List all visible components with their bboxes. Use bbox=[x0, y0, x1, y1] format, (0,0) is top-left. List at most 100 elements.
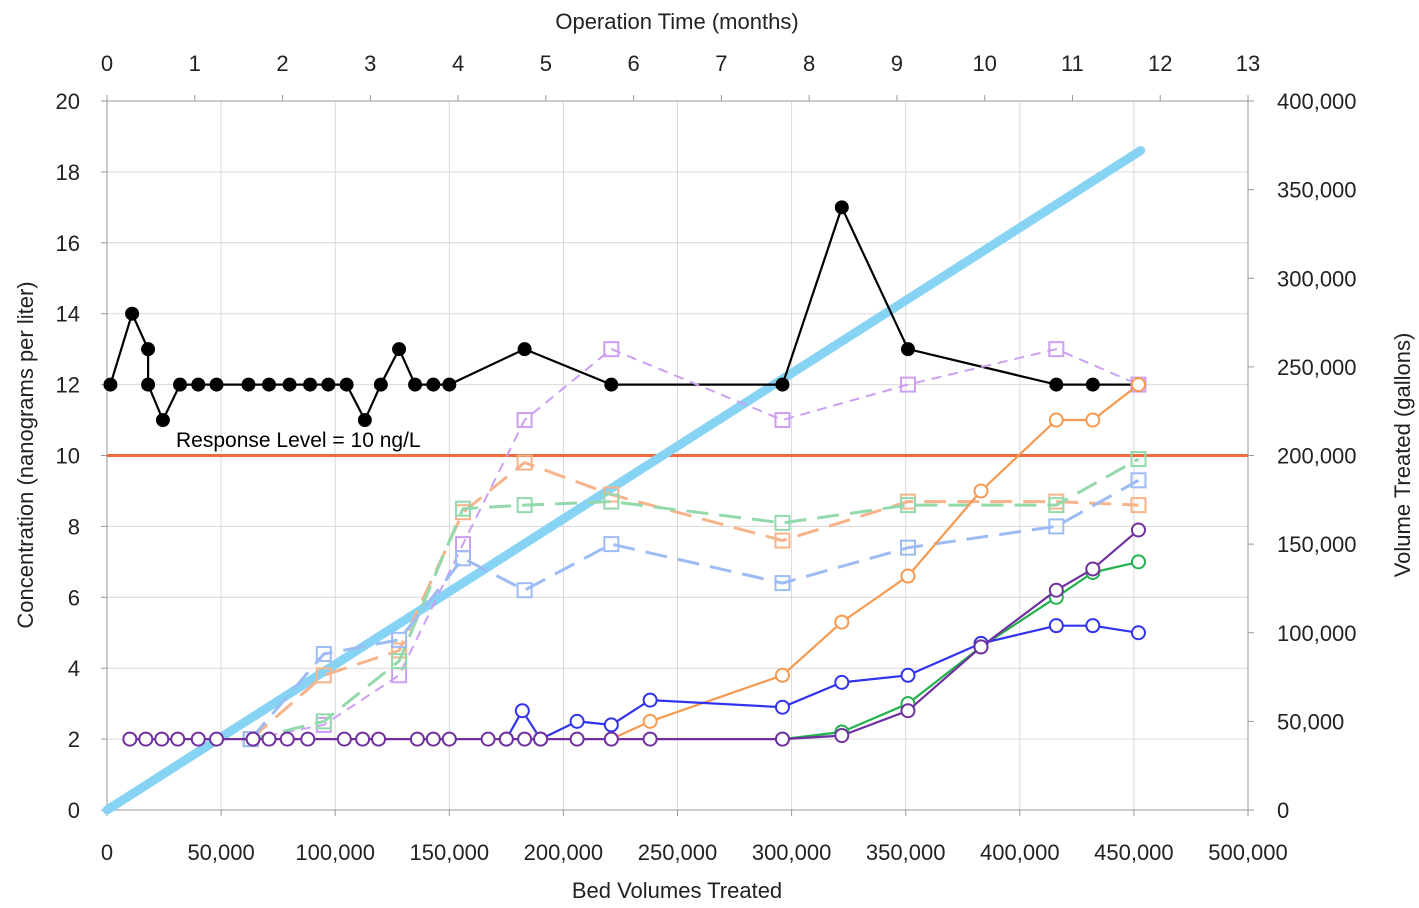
data-point bbox=[122, 731, 138, 747]
series-line bbox=[249, 461, 1139, 741]
y-tick-label: 16 bbox=[56, 231, 80, 256]
y-axis-title: Concentration (nanograms per liter) bbox=[13, 281, 38, 628]
data-point bbox=[603, 341, 620, 358]
y-tick-label: 14 bbox=[56, 302, 80, 327]
data-point bbox=[391, 631, 408, 648]
data-point bbox=[209, 731, 225, 747]
data-point bbox=[900, 703, 916, 719]
x2-tick-label: 5 bbox=[540, 51, 552, 76]
data-point bbox=[1048, 518, 1065, 535]
data-point bbox=[900, 667, 916, 683]
x2-tick-label: 10 bbox=[972, 51, 996, 76]
data-point bbox=[775, 377, 790, 392]
data-point bbox=[408, 377, 423, 392]
data-point bbox=[1048, 412, 1064, 428]
data-point bbox=[1085, 412, 1101, 428]
y-tick-label: 8 bbox=[68, 514, 80, 539]
y2-tick-label: 250,000 bbox=[1277, 355, 1357, 380]
series-1 bbox=[102, 146, 1146, 815]
data-point bbox=[569, 731, 585, 747]
series-line bbox=[782, 560, 1139, 741]
y2-tick-label: 100,000 bbox=[1277, 621, 1357, 646]
data-point bbox=[1049, 377, 1064, 392]
x-tick-label: 250,000 bbox=[638, 840, 718, 865]
data-point bbox=[900, 342, 915, 357]
x-axis-title: Bed Volumes Treated bbox=[572, 878, 782, 903]
x2-tick-label: 3 bbox=[364, 51, 376, 76]
data-point bbox=[279, 731, 295, 747]
data-point bbox=[834, 614, 850, 630]
y2-tick-label: 200,000 bbox=[1277, 444, 1357, 469]
x-tick-label: 500,000 bbox=[1208, 840, 1288, 865]
data-point bbox=[336, 731, 352, 747]
series-8 bbox=[774, 554, 1146, 747]
x2-axis-title: Operation Time (months) bbox=[555, 9, 798, 34]
x2-tick-label: 9 bbox=[891, 51, 903, 76]
data-point bbox=[321, 377, 336, 392]
x-tick-label: 350,000 bbox=[866, 840, 946, 865]
data-point bbox=[262, 377, 277, 392]
y2-tick-label: 150,000 bbox=[1277, 532, 1357, 557]
y2-tick-label: 350,000 bbox=[1277, 178, 1357, 203]
data-point bbox=[480, 731, 496, 747]
series-line bbox=[250, 457, 1140, 741]
y-tick-label: 10 bbox=[56, 444, 80, 469]
y2-tick-label: 400,000 bbox=[1277, 89, 1357, 114]
data-point bbox=[1048, 497, 1065, 514]
data-point bbox=[517, 342, 532, 357]
data-point bbox=[315, 713, 332, 730]
data-point bbox=[642, 731, 658, 747]
data-point bbox=[371, 731, 387, 747]
data-point bbox=[899, 376, 916, 393]
data-point bbox=[1130, 554, 1146, 570]
data-point bbox=[569, 713, 585, 729]
x-tick-label: 100,000 bbox=[295, 840, 375, 865]
data-point bbox=[1048, 582, 1064, 598]
series-line bbox=[109, 206, 1139, 422]
data-point bbox=[899, 539, 916, 556]
data-point bbox=[442, 377, 457, 392]
data-point bbox=[103, 377, 118, 392]
series-2 bbox=[103, 200, 1146, 428]
y2-tick-label: 0 bbox=[1277, 798, 1289, 823]
series-6 bbox=[242, 472, 1147, 748]
x2-tick-label: 13 bbox=[1236, 51, 1260, 76]
data-point bbox=[834, 728, 850, 744]
data-point bbox=[125, 306, 140, 321]
data-point bbox=[282, 377, 297, 392]
series-layer bbox=[102, 146, 1147, 815]
data-point bbox=[315, 646, 332, 663]
data-point bbox=[141, 342, 156, 357]
data-point bbox=[241, 377, 256, 392]
data-point bbox=[774, 412, 791, 429]
x-tick-label: 150,000 bbox=[410, 840, 490, 865]
data-point bbox=[516, 497, 533, 514]
series-10 bbox=[122, 522, 1146, 747]
series-line bbox=[250, 348, 1139, 741]
data-point bbox=[339, 377, 354, 392]
y-tick-label: 2 bbox=[68, 727, 80, 752]
data-point bbox=[603, 493, 620, 510]
x-tick-label: 450,000 bbox=[1094, 840, 1174, 865]
data-point bbox=[498, 731, 514, 747]
x-tick-label: 400,000 bbox=[980, 840, 1060, 865]
y-tick-label: 18 bbox=[56, 160, 80, 185]
data-point bbox=[516, 412, 533, 429]
series-line bbox=[505, 624, 1139, 741]
data-point bbox=[1130, 497, 1147, 514]
data-point bbox=[516, 582, 533, 599]
data-point bbox=[209, 377, 224, 392]
data-point bbox=[1130, 625, 1146, 641]
x2-tick-label: 7 bbox=[715, 51, 727, 76]
data-point bbox=[1085, 618, 1101, 634]
x-tick-label: 50,000 bbox=[187, 840, 254, 865]
data-point bbox=[834, 674, 850, 690]
data-point bbox=[516, 454, 533, 471]
x2-tick-label: 11 bbox=[1061, 51, 1084, 76]
data-point bbox=[141, 377, 156, 392]
data-point bbox=[603, 717, 619, 733]
series-line bbox=[102, 146, 1146, 815]
y-tick-label: 20 bbox=[56, 89, 80, 114]
data-point bbox=[1048, 618, 1064, 634]
series-3 bbox=[242, 341, 1147, 748]
